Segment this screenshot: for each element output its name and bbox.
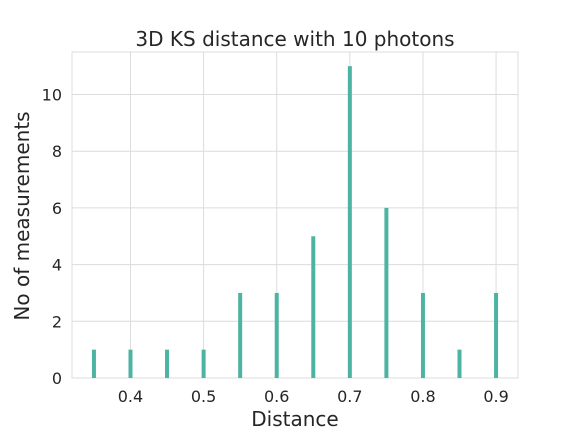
- y-tick-label: 8: [52, 142, 62, 161]
- histogram-bar: [128, 349, 133, 378]
- histogram-bar: [165, 349, 170, 378]
- y-tick-label: 4: [52, 256, 62, 275]
- histogram-bar: [311, 236, 316, 378]
- x-tick-label: 0.8: [410, 387, 435, 406]
- x-tick-label: 0.5: [191, 387, 216, 406]
- y-tick-label: 10: [42, 86, 62, 105]
- x-axis-label: Distance: [251, 407, 338, 431]
- chart-title: 3D KS distance with 10 photons: [135, 27, 454, 51]
- plot-frame: [71, 51, 519, 379]
- histogram-bar: [347, 66, 352, 378]
- bars-group: [91, 66, 499, 378]
- x-tick-label: 0.9: [483, 387, 508, 406]
- y-axis-label: No of measurements: [10, 111, 34, 320]
- histogram-bar: [274, 292, 279, 378]
- x-tick-label: 0.7: [337, 387, 362, 406]
- y-tick-label: 2: [52, 312, 62, 331]
- y-tick-label: 6: [52, 199, 62, 218]
- histogram-bar: [201, 349, 206, 378]
- x-tick-label: 0.6: [264, 387, 289, 406]
- x-tick-label: 0.4: [118, 387, 143, 406]
- histogram-bar: [494, 292, 499, 378]
- histogram-bar: [384, 207, 389, 378]
- histogram-bar: [420, 292, 425, 378]
- histogram-bar: [91, 349, 96, 378]
- y-tick-labels: 0 2 4 6 8 10: [42, 86, 62, 388]
- histogram-bar: [238, 292, 243, 378]
- y-grid-lines: [72, 94, 518, 379]
- x-tick-labels: 0.4 0.5 0.6 0.7 0.8 0.9: [118, 387, 509, 406]
- histogram-bar: [457, 349, 462, 378]
- y-tick-label: 0: [52, 369, 62, 388]
